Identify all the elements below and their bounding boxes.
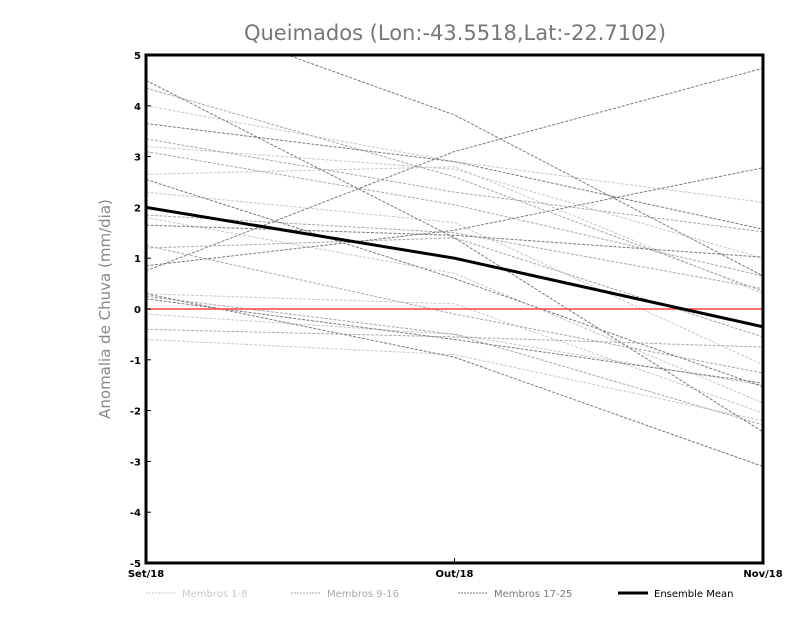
member-line-13 <box>146 237 763 338</box>
y-tick-label: 1 <box>134 254 141 265</box>
y-tick-label: -5 <box>130 559 141 570</box>
legend-label: Membros 9-16 <box>327 589 399 600</box>
x-tick-label: Out/18 <box>436 569 474 580</box>
member-line-3 <box>146 166 763 295</box>
member-line-24 <box>146 293 763 467</box>
member-line-12 <box>146 214 763 290</box>
y-axis-ticks: -5 -4 -3 -2 -1 0 1 2 3 4 5 <box>130 51 151 570</box>
y-tick-label: -3 <box>130 457 141 468</box>
member-line-20 <box>146 123 763 230</box>
member-line-2 <box>146 145 763 259</box>
member-line-5 <box>146 217 763 404</box>
ensemble-mean-line <box>146 205 763 329</box>
legend-label: Ensemble Mean <box>654 589 733 600</box>
y-tick-label: 4 <box>134 102 141 113</box>
member-line-23 <box>146 224 763 258</box>
member-line-9 <box>146 87 763 292</box>
member-line-10 <box>146 151 763 277</box>
member-line-4 <box>146 191 763 366</box>
member-line-6 <box>146 293 763 414</box>
x-axis-ticks: Set/18 Out/18 Nov/18 <box>128 558 783 580</box>
y-tick-label: 2 <box>134 203 141 214</box>
member-line-19 <box>146 167 763 267</box>
member-line-18 <box>146 67 763 272</box>
y-tick-label: 0 <box>134 305 141 316</box>
x-tick-label: Set/18 <box>128 569 164 580</box>
member-line-22 <box>146 79 763 433</box>
member-line-1 <box>146 105 763 203</box>
x-tick-label: Nov/18 <box>743 569 782 580</box>
series-layer <box>146 55 763 467</box>
y-tick-label: 5 <box>134 51 141 62</box>
member-line-16 <box>146 245 763 374</box>
member-line-14 <box>146 295 763 426</box>
chart-title: Queimados (Lon:-43.5518,Lat:-22.7102) <box>244 21 666 45</box>
legend-label: Membros 1-8 <box>182 589 248 600</box>
member-line-17 <box>286 55 763 277</box>
y-tick-label: -4 <box>130 508 141 519</box>
legend-label: Membros 17-25 <box>494 589 572 600</box>
y-tick-label: -2 <box>130 407 141 418</box>
y-axis-label: Anomalia de Chuva (mm/dia) <box>96 199 114 419</box>
member-line-7 <box>146 313 763 386</box>
member-line-11 <box>146 138 763 233</box>
member-line-21 <box>146 178 763 388</box>
y-tick-label: -1 <box>130 356 141 367</box>
legend: Membros 1-8 Membros 9-16 Membros 17-25 Ense… <box>146 589 733 600</box>
y-tick-label: 3 <box>134 153 141 164</box>
member-line-15 <box>146 328 763 348</box>
mean-layer <box>146 205 763 329</box>
member-line-25 <box>146 298 763 384</box>
member-line-8 <box>146 338 763 422</box>
